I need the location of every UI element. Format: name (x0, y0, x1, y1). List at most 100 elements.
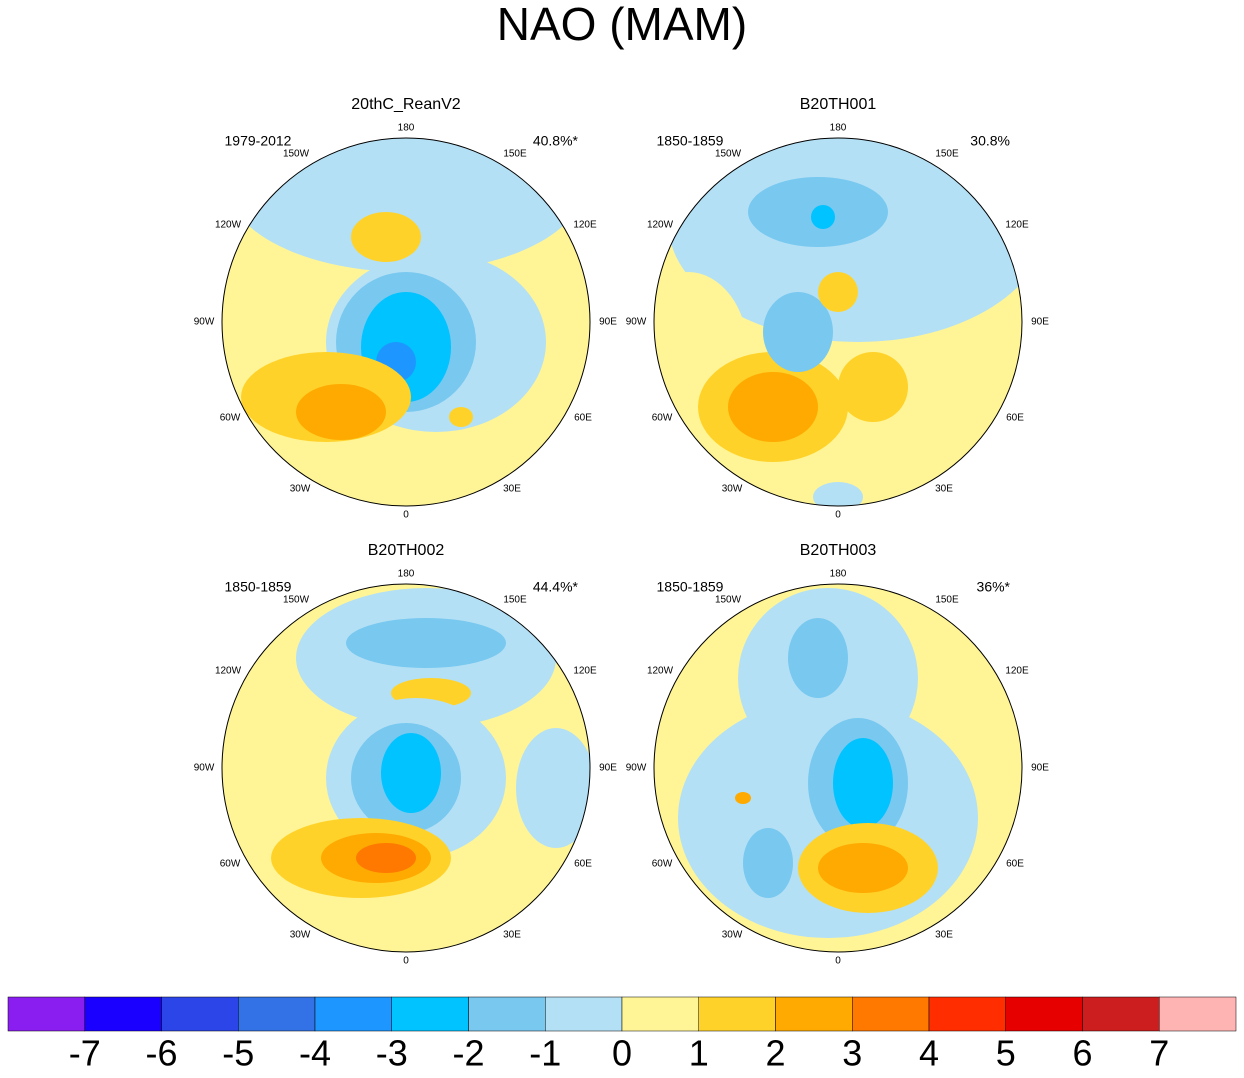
anomaly-region (516, 728, 590, 848)
longitude-label: 0 (403, 956, 409, 967)
longitude-label: 30E (503, 484, 521, 495)
anomaly-region (811, 205, 835, 229)
longitude-label: 180 (830, 569, 847, 580)
longitude-label: 120E (573, 220, 597, 231)
longitude-label: 90E (1031, 763, 1049, 774)
figure-title: NAO (MAM) (497, 0, 747, 50)
anomaly-region (346, 618, 506, 668)
colorbar-tick-label: 2 (765, 1033, 785, 1074)
longitude-label: 30W (290, 484, 311, 495)
panel-variance: 44.4%* (533, 579, 579, 595)
longitude-label: 30W (722, 484, 743, 495)
colorbar-tick-label: -3 (376, 1033, 408, 1074)
colorbar-box (468, 996, 546, 1032)
anomaly-region (763, 292, 833, 372)
panel-period: 1850-1859 (657, 579, 724, 595)
map-border (221, 583, 591, 953)
longitude-label: 150E (935, 149, 959, 160)
panel-period: 1979-2012 (225, 133, 292, 149)
longitude-label: 90W (626, 763, 647, 774)
longitude-label: 30E (503, 930, 521, 941)
anomaly-region (449, 407, 473, 427)
panel-variance: 40.8%* (533, 133, 579, 149)
longitude-label: 150W (715, 149, 742, 160)
anomaly-region (813, 482, 863, 506)
anomaly-region (818, 843, 908, 893)
longitude-label: 120W (215, 220, 242, 231)
anomaly-region (296, 384, 386, 440)
longitude-label: 150W (283, 595, 310, 606)
longitude-label: 60E (574, 859, 592, 870)
anomaly-region (728, 372, 818, 442)
anomaly-region (226, 138, 586, 272)
anomaly-region (818, 272, 858, 312)
longitude-label: 90W (626, 317, 647, 328)
panel-period: 1850-1859 (657, 133, 724, 149)
map-panel (654, 138, 1022, 506)
colorbar-tick-label: 5 (996, 1033, 1016, 1074)
colorbar-tick-label: -5 (222, 1033, 254, 1074)
colorbar-tick-label: 7 (1149, 1033, 1169, 1074)
longitude-label: 30E (935, 930, 953, 941)
longitude-label: 120W (647, 666, 674, 677)
longitude-label: 150E (935, 595, 959, 606)
longitude-label: 120E (1005, 666, 1029, 677)
anomaly-region (743, 828, 793, 898)
longitude-label: 90E (1031, 317, 1049, 328)
longitude-label: 0 (835, 510, 841, 521)
map-border (653, 137, 1023, 507)
colorbar-tick-label: -7 (69, 1033, 101, 1074)
colorbar-box (698, 996, 776, 1032)
map-panel (654, 584, 1022, 952)
panel-title: B20TH003 (800, 542, 877, 559)
colorbar-tick-label: 0 (612, 1033, 632, 1074)
anomaly-region (788, 618, 848, 698)
longitude-label: 180 (398, 569, 415, 580)
anomaly-region (381, 733, 441, 813)
longitude-label: 180 (830, 123, 847, 134)
panel-title: B20TH001 (800, 96, 877, 113)
longitude-label: 60W (220, 859, 241, 870)
colorbar-box (391, 996, 469, 1032)
colorbar-box (928, 996, 1006, 1032)
colorbar-tick-label: 3 (842, 1033, 862, 1074)
panel-variance: 36%* (977, 579, 1011, 595)
longitude-label: 120W (647, 220, 674, 231)
colorbar-box (7, 996, 85, 1032)
longitude-label: 60E (574, 413, 592, 424)
longitude-label: 90E (599, 317, 617, 328)
longitude-label: 150W (283, 149, 310, 160)
colorbar-tick-label: -2 (452, 1033, 484, 1074)
colorbar-box (84, 996, 162, 1032)
panel-variance: 30.8% (970, 133, 1010, 149)
colorbar-box (775, 996, 853, 1032)
colorbar-tick-label: 1 (689, 1033, 709, 1074)
panel-title: 20thC_ReanV2 (351, 96, 461, 113)
longitude-label: 60E (1006, 413, 1024, 424)
longitude-label: 120E (1005, 220, 1029, 231)
anomaly-region (735, 792, 751, 804)
longitude-label: 150E (503, 149, 527, 160)
colorbar-box (545, 996, 623, 1032)
colorbar-tick-label: -6 (145, 1033, 177, 1074)
colorbar-tick-label: -4 (299, 1033, 331, 1074)
colorbar-box (1159, 996, 1237, 1032)
longitude-label: 30E (935, 484, 953, 495)
longitude-label: 0 (835, 956, 841, 967)
colorbar-tick-label: 6 (1072, 1033, 1092, 1074)
longitude-label: 150E (503, 595, 527, 606)
longitude-label: 30W (290, 930, 311, 941)
longitude-label: 150W (715, 595, 742, 606)
panel-period: 1850-1859 (225, 579, 292, 595)
colorbar-box (1005, 996, 1083, 1032)
map-border (221, 137, 591, 507)
colorbar-box (314, 996, 392, 1032)
anomaly-region (833, 738, 893, 828)
longitude-label: 30W (722, 930, 743, 941)
longitude-label: 90W (194, 763, 215, 774)
longitude-label: 60E (1006, 859, 1024, 870)
panel-title: B20TH002 (368, 542, 445, 559)
map-border (653, 583, 1023, 953)
anomaly-region (351, 212, 421, 262)
longitude-label: 90E (599, 763, 617, 774)
